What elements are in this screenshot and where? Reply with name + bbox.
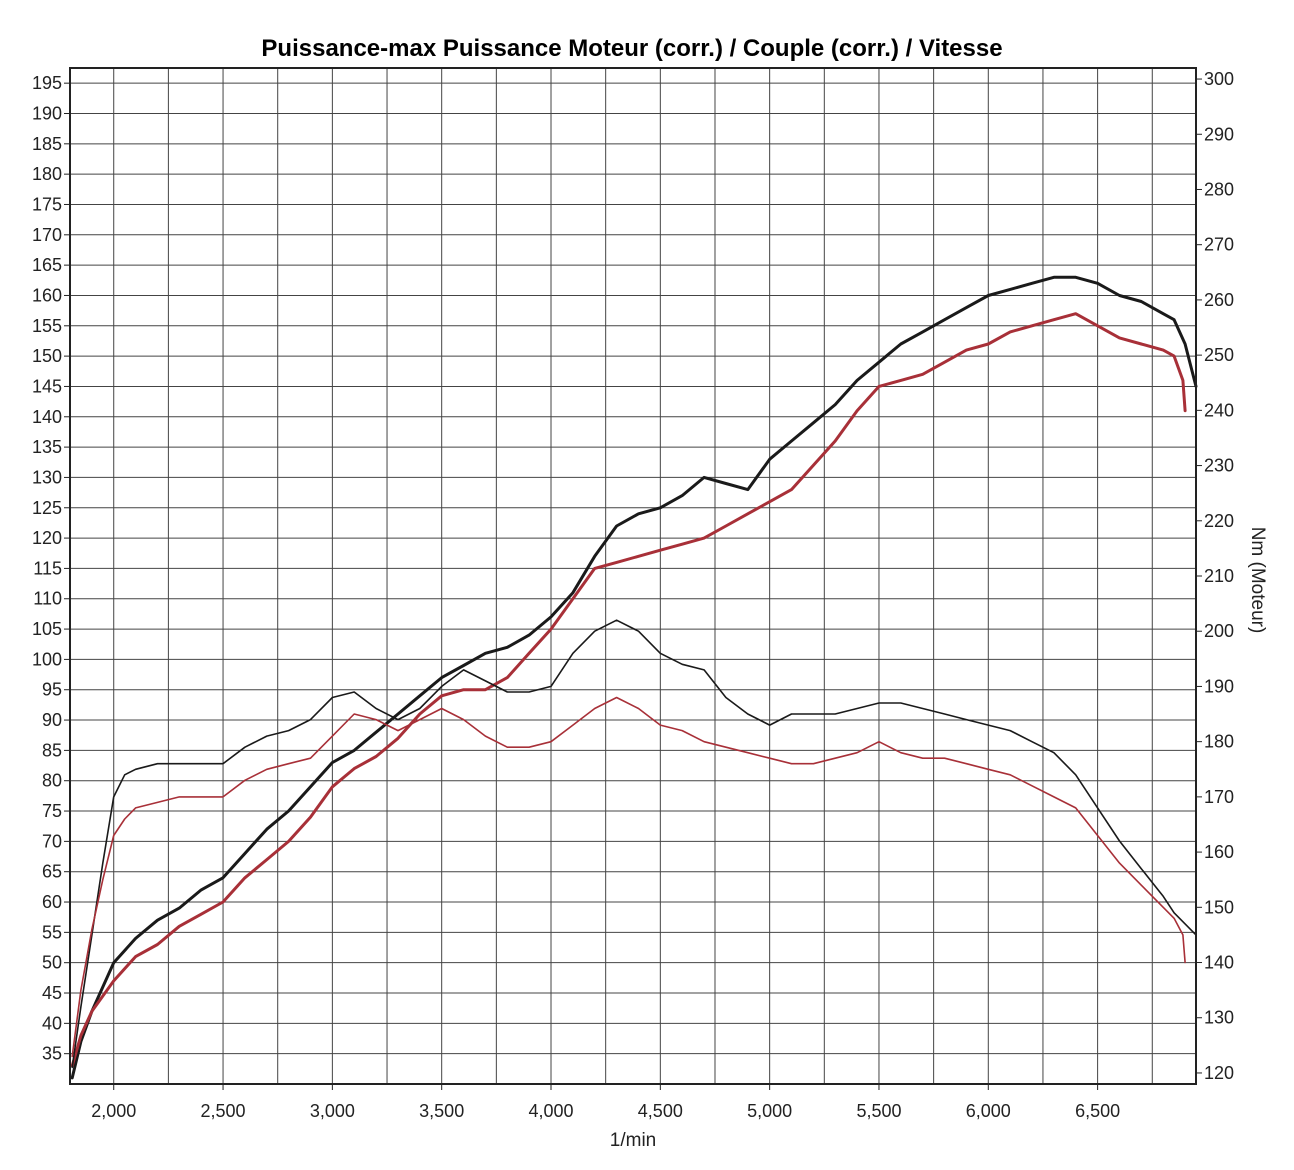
right-tick-label: 210 (1204, 566, 1234, 586)
right-tick-label: 150 (1204, 897, 1234, 917)
plot-frame (69, 67, 1197, 1085)
left-tick-label: 110 (33, 589, 62, 609)
x-tick-label: 5,500 (856, 1101, 901, 1121)
left-tick-label: 55 (42, 922, 62, 942)
left-tick-label: 195 (32, 73, 62, 93)
x-tick-label: 4,000 (528, 1101, 573, 1121)
left-tick-label: 185 (32, 134, 62, 154)
x-tick-label: 3,000 (310, 1101, 355, 1121)
left-tick-label: 125 (32, 498, 62, 518)
left-tick-label: 40 (42, 1013, 62, 1033)
right-tick-label: 300 (1204, 69, 1234, 89)
left-tick-label: 60 (42, 892, 62, 912)
series-line-4 (71, 696, 1186, 1058)
left-tick-label: 35 (42, 1044, 62, 1064)
left-tick-label: 150 (32, 346, 62, 366)
left-tick-label: 95 (42, 680, 62, 700)
x-tick-label: 3,500 (419, 1101, 464, 1121)
x-axis-label: 1/min (610, 1130, 656, 1151)
left-axis-ticks: 35 40 45 50 55 60 65 70 75 80 85 90 95 100 105 110 115 12… (32, 73, 70, 1064)
right-tick-label: 140 (1204, 953, 1234, 973)
left-tick-label: 70 (42, 831, 62, 851)
right-axis-ticks: 120 130 140 150 160 170 180 190 200 210 220 230 240 2… (1196, 69, 1234, 1083)
right-tick-label: 260 (1204, 290, 1234, 310)
left-tick-label: 175 (32, 194, 62, 214)
left-tick-label: 80 (42, 771, 62, 791)
series-line-1 (70, 275, 1198, 1080)
right-tick-label: 180 (1204, 732, 1234, 752)
left-tick-label: 170 (32, 225, 62, 245)
left-tick-label: 155 (32, 316, 62, 336)
left-tick-label: 115 (33, 558, 62, 578)
x-tick-label: 5,000 (747, 1101, 792, 1121)
x-tick-label: 6,000 (966, 1101, 1011, 1121)
right-tick-label: 160 (1204, 842, 1234, 862)
left-tick-label: 75 (42, 801, 62, 821)
left-tick-label: 85 (42, 740, 62, 760)
x-tick-label: 6,500 (1075, 1101, 1120, 1121)
x-tick-label: 2,500 (201, 1101, 246, 1121)
right-tick-label: 130 (1204, 1008, 1234, 1028)
right-tick-label: 250 (1204, 345, 1234, 365)
left-tick-label: 135 (32, 437, 62, 457)
x-axis-ticks: 2,000 2,500 3,000 3,500 4,000 4,500 5,000 5,500… (91, 1084, 1120, 1121)
left-tick-label: 130 (32, 467, 62, 487)
left-tick-label: 90 (42, 710, 62, 730)
left-tick-label: 190 (32, 103, 62, 123)
right-tick-label: 170 (1204, 787, 1234, 807)
right-tick-label: 290 (1204, 124, 1234, 144)
series-layer (70, 275, 1198, 1080)
left-tick-label: 160 (32, 285, 62, 305)
right-tick-label: 280 (1204, 179, 1234, 199)
left-tick-label: 120 (32, 528, 62, 548)
left-tick-label: 165 (32, 255, 62, 275)
x-tick-label: 2,000 (91, 1101, 136, 1121)
right-axis-label: Nm (Moteur) (1247, 527, 1268, 634)
left-tick-label: 45 (42, 983, 62, 1003)
chart-title: Puissance-max Puissance Moteur (corr.) /… (261, 35, 1002, 62)
grid (70, 68, 1196, 1084)
left-tick-label: 65 (42, 862, 62, 882)
left-tick-label: 50 (42, 953, 62, 973)
right-tick-label: 200 (1204, 621, 1234, 641)
left-tick-label: 140 (32, 407, 62, 427)
left-tick-label: 145 (32, 376, 62, 396)
left-tick-label: 180 (32, 164, 62, 184)
series-line-2 (70, 312, 1187, 1068)
series-line-3 (71, 619, 1197, 1069)
right-tick-label: 270 (1204, 235, 1234, 255)
left-tick-label: 100 (32, 649, 62, 669)
left-tick-label: 105 (32, 619, 62, 639)
right-tick-label: 220 (1204, 511, 1234, 531)
right-tick-label: 120 (1204, 1063, 1234, 1083)
right-tick-label: 190 (1204, 676, 1234, 696)
right-tick-label: 240 (1204, 400, 1234, 420)
x-tick-label: 4,500 (638, 1101, 683, 1121)
right-tick-label: 230 (1204, 456, 1234, 476)
